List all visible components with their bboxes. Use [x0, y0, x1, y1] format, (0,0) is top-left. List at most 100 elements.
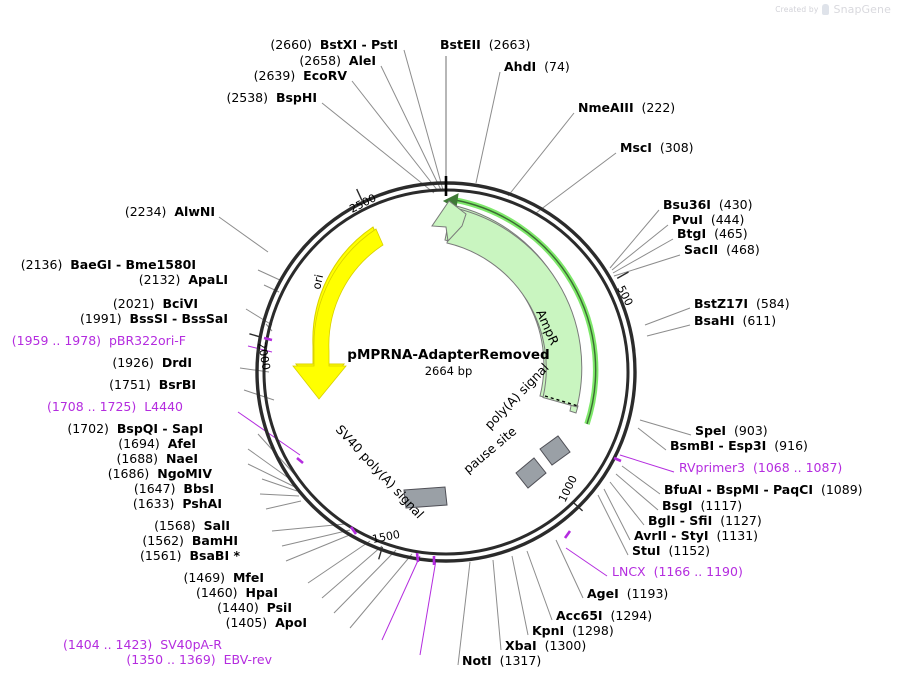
site-name: PshAI: [182, 496, 222, 511]
site-label-ebv-rev: (1350 .. 1369) EBV-rev: [126, 652, 272, 667]
site-name: L4440: [144, 399, 183, 414]
site-label-bstxi-psti: (2660) BstXI - PstI: [270, 37, 398, 52]
site-label-bcivi: (2021) BciVI: [112, 296, 198, 311]
site-label-hpai: (1460) HpaI: [196, 586, 278, 600]
site-name: AlwNI: [174, 204, 215, 219]
site-label-rvprimer3: RVprimer3 (1068 .. 1087): [679, 461, 842, 475]
site-name: BssSI - BssSaI: [129, 311, 228, 326]
site-label-apali: (2132) ApaLI: [138, 272, 228, 287]
site-label-bspqi-sapi: (1702) BspQI - SapI: [67, 421, 203, 436]
site-position: (2132): [138, 272, 181, 287]
site-label-sali: (1568) SalI: [154, 518, 230, 533]
site-name: EBV-rev: [223, 652, 272, 667]
feature-sv40-polya-box: [403, 486, 448, 509]
site-name: MscI: [620, 140, 652, 155]
site-name: DrdI: [161, 355, 192, 370]
watermark-made-by-label: Created by: [775, 5, 819, 14]
site-label-bsmbi-esp3i: BsmBI - Esp3I (916): [670, 438, 808, 453]
site-label-pbr322ori: (1959 .. 1978) pBR322ori-F: [11, 333, 186, 348]
feature-ori: [292, 226, 384, 400]
site-label-kpni: KpnI (1298): [532, 623, 614, 638]
site-position: (1405): [225, 615, 268, 630]
site-label-bssi: (1991) BssSI - BssSaI: [80, 311, 228, 326]
site-label-agei: AgeI (1193): [587, 587, 668, 601]
site-position: (222): [641, 100, 676, 115]
site-position: (2021): [112, 296, 155, 311]
site-position: (1317): [499, 653, 542, 668]
site-position: (1562): [142, 533, 184, 548]
site-label-bsgi: BsgI (1117): [662, 499, 742, 513]
site-position: (1568): [154, 518, 196, 533]
feature-pause-site-box: [515, 457, 547, 489]
site-name: SalI: [203, 518, 230, 533]
site-label-sv40pa-r: (1404 .. 1423) SV40pA-R: [63, 637, 222, 652]
site-label-bsu36i: Bsu36I (430): [663, 197, 753, 212]
site-label-bsteii: BstEII (2663): [440, 38, 530, 52]
feature-label-pause-site: pause site: [460, 423, 519, 476]
site-position: (1469): [183, 570, 226, 585]
site-name: SV40pA-R: [160, 637, 222, 652]
site-name: PsiI: [266, 600, 292, 615]
site-name: Acc65I: [556, 608, 603, 623]
site-label-avrii-styi: AvrII - StyI (1131): [634, 528, 759, 543]
site-position: (1751): [109, 377, 151, 392]
site-position: (430): [718, 197, 753, 212]
site-position: (1702): [67, 421, 109, 436]
site-position: (1089): [820, 482, 863, 497]
site-name: AvrII - StyI: [634, 528, 709, 543]
site-label-btgi: BtgI (465): [677, 226, 748, 241]
site-label-alwni: (2234) AlwNI: [125, 204, 215, 219]
site-position: (1688): [116, 451, 159, 466]
site-label-pvui: PvuI (444): [672, 213, 744, 227]
site-position: (1152): [668, 543, 711, 558]
site-label-lncx: LNCX (1166 .. 1190): [612, 565, 743, 579]
site-label-acc65i: Acc65I (1294): [556, 608, 652, 623]
site-name: BciVI: [162, 296, 198, 311]
site-name: BaeGI - Bme1580I: [70, 257, 196, 272]
site-label-baegi: (2136) BaeGI - Bme1580I: [21, 257, 196, 272]
site-position: (916): [774, 438, 808, 453]
site-name: AleI: [348, 53, 376, 68]
site-position: (1959 .. 1978): [11, 333, 102, 348]
site-name: BstZ17I: [694, 296, 749, 311]
site-label-ahdi: AhdI (74): [504, 59, 570, 74]
site-name: KpnI: [532, 623, 565, 638]
site-label-alei: (2658) AleI: [299, 53, 376, 68]
site-position: (1131): [716, 528, 759, 543]
site-name: StuI: [632, 543, 661, 558]
site-name: SpeI: [695, 423, 727, 438]
site-name: BspHI: [275, 90, 317, 105]
snapgene-logo-icon: [822, 4, 830, 15]
ruler-label-2000: 2000: [255, 341, 273, 371]
site-position: (1633): [132, 496, 175, 511]
site-name: BfuAI - BspMI - PaqCI: [664, 482, 814, 497]
feature-label-sv40-polya: SV40 poly(A) signal: [333, 422, 427, 522]
feature-polya-box: [539, 435, 571, 466]
site-label-bsrbi: (1751) BsrBI: [109, 377, 196, 392]
ruler-label-1500: 1500: [371, 528, 401, 546]
site-name: BsaBI *: [189, 548, 240, 563]
site-label-mfei: (1469) MfeI: [183, 570, 264, 585]
site-name: SacII: [684, 242, 719, 257]
site-name: MfeI: [232, 570, 264, 585]
site-name: pBR322ori-F: [108, 333, 186, 348]
site-position: (1694): [118, 436, 160, 451]
site-name: BstXI - PstI: [319, 37, 398, 52]
site-position: (1991): [80, 311, 122, 326]
site-label-naei: (1688) NaeI: [116, 451, 198, 466]
site-name: BsaHI: [694, 313, 735, 328]
site-label-bgli-sfii: BglI - SfiI (1127): [648, 514, 762, 528]
site-position: (903): [734, 423, 768, 438]
site-name: ApaLI: [188, 272, 228, 287]
ruler-tick-marks: [249, 188, 629, 560]
site-label-apoi: (1405) ApoI: [225, 615, 307, 630]
site-name: BamHI: [191, 533, 238, 548]
site-name: BbsI: [183, 481, 214, 496]
site-name: AhdI: [504, 59, 537, 74]
site-label-spei: SpeI (903): [695, 423, 768, 438]
site-label-stui: StuI (1152): [632, 543, 711, 558]
site-position: (465): [714, 226, 748, 241]
site-name: BsmBI - Esp3I: [670, 438, 767, 453]
site-position: (2538): [226, 90, 269, 105]
site-name: AfeI: [167, 436, 196, 451]
